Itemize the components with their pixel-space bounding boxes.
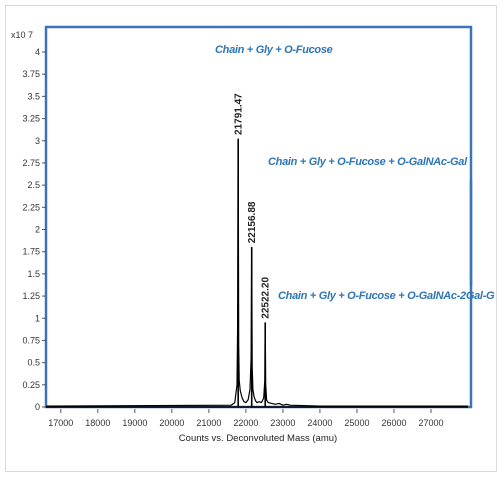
x-axis-label: Counts vs. Deconvoluted Mass (amu) (179, 433, 337, 444)
y-tick-label: 0.5 (27, 358, 40, 368)
peak-labels: 21791.47 22156.88 22522.20 (234, 93, 272, 407)
y-tick-label: 1.25 (22, 291, 40, 301)
x-tick-label: 21000 (196, 418, 221, 428)
plot-frame (44, 25, 473, 409)
peak-label: 22156.88 (247, 201, 258, 243)
annotation-chain-galnac-gal: Chain + Gly + O-Fucose + O-GalNAc-Gal (268, 156, 467, 168)
x-tick-label: 27000 (418, 418, 443, 428)
peak-label: 21791.47 (234, 93, 245, 135)
y-tick-label: 2.5 (27, 180, 40, 190)
x-tick-label: 25000 (344, 418, 369, 428)
y-tick-label: 3.5 (27, 91, 40, 101)
y-tick-label: 3.75 (22, 69, 40, 79)
y-tick-label: 1 (35, 313, 40, 323)
peak-label: 22522.20 (261, 277, 272, 319)
x-axis: 17000 18000 19000 20000 21000 22000 23000 24000… (48, 409, 443, 428)
y-tick-label: 2 (35, 225, 40, 235)
y-tick-label: 0.25 (22, 380, 40, 390)
y-tick-label: 2.25 (22, 202, 40, 212)
x-tick-label: 17000 (48, 418, 73, 428)
annotation-chain-gly-fucose: Chain + Gly + O-Fucose (215, 44, 333, 56)
x-tick-label: 19000 (122, 418, 147, 428)
x-tick-label: 24000 (307, 418, 332, 428)
y-tick-label: 1.75 (22, 247, 40, 257)
y-tick-label: 4 (35, 47, 40, 57)
x-tick-label: 18000 (85, 418, 110, 428)
y-tick-label: 3 (35, 136, 40, 146)
x-tick-label: 26000 (381, 418, 406, 428)
spectrum-trace (45, 138, 468, 407)
y-axis: 0 0.25 0.5 0.75 1 1.25 1.5 1.75 2 2.25 2.5 2.75 3 3.2… (22, 47, 46, 412)
y-multiplier: x10 7 (11, 30, 33, 40)
x-tick-label: 23000 (270, 418, 295, 428)
x-tick-label: 20000 (159, 418, 184, 428)
spectrum-trace-group (45, 138, 468, 407)
y-tick-label: 0 (35, 402, 40, 412)
annotation-chain-galnac-2gal: Chain + Gly + O-Fucose + O-GalNAc-2Gal-G (278, 290, 495, 302)
x-tick-label: 22000 (233, 418, 258, 428)
y-tick-label: 2.75 (22, 158, 40, 168)
figure-border (5, 5, 497, 472)
y-tick-label: 1.5 (27, 269, 40, 279)
y-tick-label: 0.75 (22, 335, 40, 345)
y-tick-label: 3.25 (22, 114, 40, 124)
